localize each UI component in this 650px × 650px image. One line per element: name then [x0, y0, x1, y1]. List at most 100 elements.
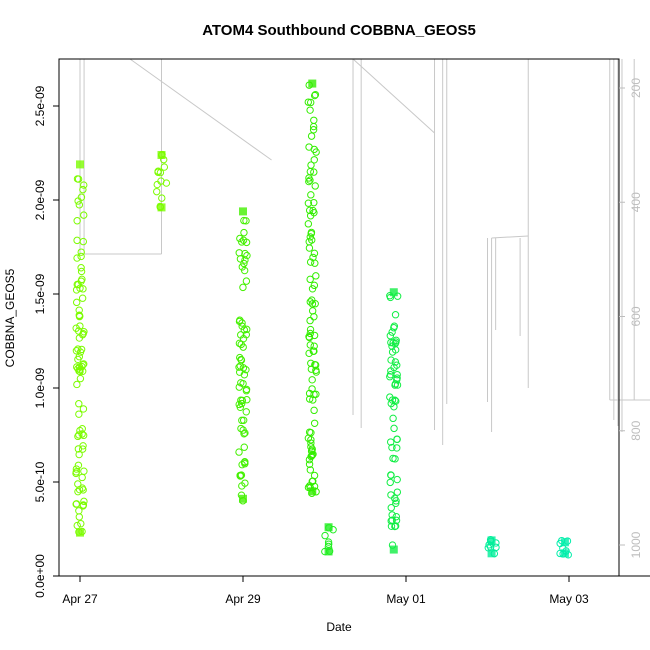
data-point [390, 424, 398, 433]
x-tick-label: May 01 [386, 592, 426, 606]
data-point [393, 376, 401, 384]
data-point [242, 217, 250, 225]
data-point [308, 376, 316, 384]
data-point [235, 249, 243, 257]
data-point [154, 167, 162, 175]
data-point [387, 491, 395, 499]
data-point [236, 353, 244, 362]
x-tick-label: May 03 [549, 592, 589, 606]
data-point [75, 450, 83, 459]
data-point [305, 395, 314, 403]
data-point [389, 454, 397, 463]
data-point [78, 473, 86, 482]
data-point-cluster [76, 528, 84, 537]
data-point [162, 179, 171, 187]
data-point [77, 248, 85, 256]
data-point [77, 345, 86, 354]
data-point [73, 236, 81, 245]
data-point [308, 307, 317, 315]
data-point [74, 480, 82, 488]
data-point [311, 90, 320, 99]
data-point [74, 175, 83, 183]
data-point [75, 400, 83, 408]
data-point [304, 199, 313, 207]
data-point [79, 502, 87, 510]
data-point [307, 98, 315, 107]
data-point [307, 436, 315, 444]
data-point [74, 445, 83, 453]
y-axis-label: COBBNA_GEOS5 [3, 268, 17, 367]
data-point [386, 438, 395, 446]
data-point [79, 431, 88, 440]
data-point [393, 488, 402, 496]
data-point [240, 266, 249, 275]
data-point [235, 363, 243, 371]
data-point [305, 244, 314, 252]
data-point [72, 298, 81, 307]
data-point-cluster [389, 545, 398, 554]
data-point [305, 333, 314, 342]
data-point [387, 399, 395, 408]
data-point [306, 176, 314, 184]
data-point [237, 379, 245, 387]
data-point [308, 447, 316, 455]
data-point [158, 194, 166, 202]
data-point [310, 347, 318, 355]
data-point [240, 259, 248, 268]
data-point [310, 313, 318, 321]
data-point [238, 482, 246, 490]
data-point [321, 531, 329, 540]
x-tick-label: Apr 29 [225, 592, 261, 606]
data-point [239, 416, 248, 424]
altitude-connector [491, 235, 529, 239]
data-point [239, 343, 247, 351]
data-point [79, 285, 87, 293]
data-point [310, 156, 318, 164]
data-point [80, 211, 88, 219]
data-point [310, 168, 318, 176]
data-point [240, 326, 248, 334]
x-tick-label: Apr 27 [62, 592, 98, 606]
data-point [309, 206, 317, 215]
data-point [308, 300, 317, 308]
data-point [75, 431, 83, 439]
data-point-cluster [487, 549, 496, 558]
data-point [388, 396, 397, 404]
data-point [307, 228, 316, 237]
y-tick-label: 2.0e-09 [33, 179, 47, 220]
chart-title: ATOM4 Southbound COBBNA_GEOS5 [202, 22, 476, 39]
data-point [243, 396, 251, 404]
data-point [393, 435, 401, 444]
data-point [75, 513, 83, 521]
data-point [312, 368, 320, 376]
data-point [236, 403, 244, 411]
y-tick-label: 1.5e-09 [33, 273, 47, 314]
data-point [312, 272, 320, 280]
data-point [310, 249, 319, 258]
data-point [80, 467, 88, 475]
data-point [76, 312, 84, 320]
data-point [239, 426, 247, 434]
data-point-cluster [239, 207, 247, 216]
data-point [235, 383, 243, 391]
data-point [392, 516, 401, 525]
data-point [310, 419, 319, 427]
data-point [305, 428, 314, 436]
data-point [306, 329, 314, 338]
data-point [492, 543, 500, 552]
data-point [77, 267, 86, 276]
data-point [75, 334, 84, 342]
data-point [310, 145, 318, 154]
data-point [306, 275, 314, 284]
data-point [240, 371, 249, 379]
y-right-tick-label: 800 [629, 420, 643, 440]
data-point [393, 475, 401, 484]
data-point [76, 284, 84, 292]
y-right-tick-label: 400 [629, 192, 643, 212]
data-point [309, 126, 318, 134]
y-axis: 0.0e+00 5.0e-10 1.0e-09 1.5e-09 2.0e-09 2.5e-… [33, 85, 59, 598]
data-point [389, 339, 397, 347]
data-point [305, 389, 314, 398]
data-point [235, 317, 244, 326]
data-point [72, 500, 81, 508]
